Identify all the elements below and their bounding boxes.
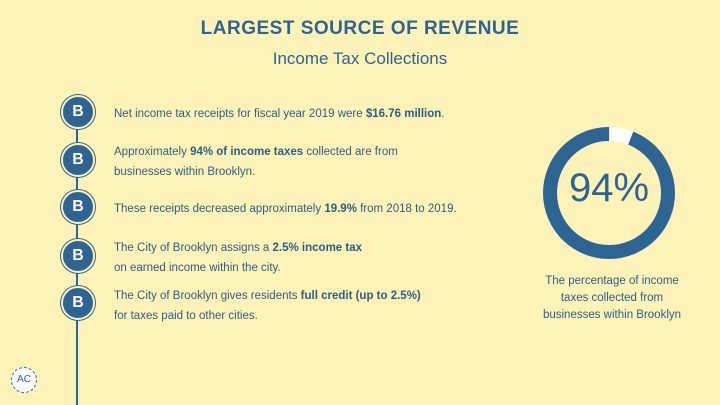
list-item: Approximately 94% of income taxes collec… [114, 142, 514, 182]
list-item: The City of Brooklyn assigns a 2.5% inco… [114, 238, 514, 278]
item-highlight: 19.9% [324, 203, 357, 215]
item-highlight: 2.5% income tax [272, 242, 362, 254]
percentage-value: 94% [568, 166, 650, 210]
logo: AC [11, 367, 37, 393]
item-highlight: full credit (up to 2.5%) [300, 290, 421, 302]
list-item: Net income tax receipts for fiscal year … [114, 104, 514, 124]
bullet-icon: B [61, 95, 95, 129]
caption-line: The percentage of income [545, 275, 679, 287]
bullet-icon: B [61, 239, 95, 273]
item-text: The City of Brooklyn gives residents [114, 290, 301, 302]
bullet-icon: B [61, 143, 95, 177]
ring-caption: The percentage of income taxes collected… [534, 273, 690, 324]
item-text: Approximately [114, 146, 191, 158]
list-item: The City of Brooklyn gives residents ful… [114, 286, 514, 326]
item-text: The City of Brooklyn assigns a [114, 242, 273, 254]
page-subtitle: Income Tax Collections [272, 49, 448, 68]
list-item: These receipts decreased approximately 1… [114, 199, 514, 219]
caption-line: taxes collected from [560, 292, 664, 304]
page-title: LARGEST SOURCE OF REVENUE [200, 18, 520, 39]
bullet-icon: B [61, 190, 95, 224]
item-text: Net income tax receipts for fiscal year … [114, 108, 366, 120]
item-highlight: $16.76 million [365, 108, 442, 120]
item-text: collected are from [303, 146, 398, 158]
item-text: on earned income within the city. [114, 262, 281, 274]
percentage-ring [543, 127, 675, 259]
item-text: businesses within Brooklyn. [114, 166, 256, 178]
item-text: These receipts decreased approximately [114, 203, 325, 215]
item-text: . [441, 108, 445, 120]
item-text: from 2018 to 2019. [356, 203, 457, 215]
caption-line: businesses within Brooklyn [542, 309, 682, 321]
item-highlight: 94% of income taxes [190, 146, 304, 158]
bullet-icon: B [61, 286, 95, 320]
item-text: for taxes paid to other cities. [114, 310, 258, 322]
ring-fill [543, 127, 675, 259]
